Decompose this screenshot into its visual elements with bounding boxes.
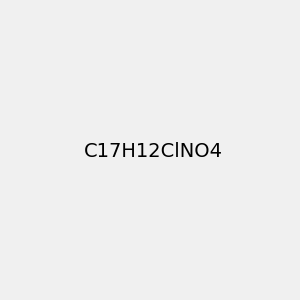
Text: C17H12ClNO4: C17H12ClNO4: [84, 142, 223, 161]
